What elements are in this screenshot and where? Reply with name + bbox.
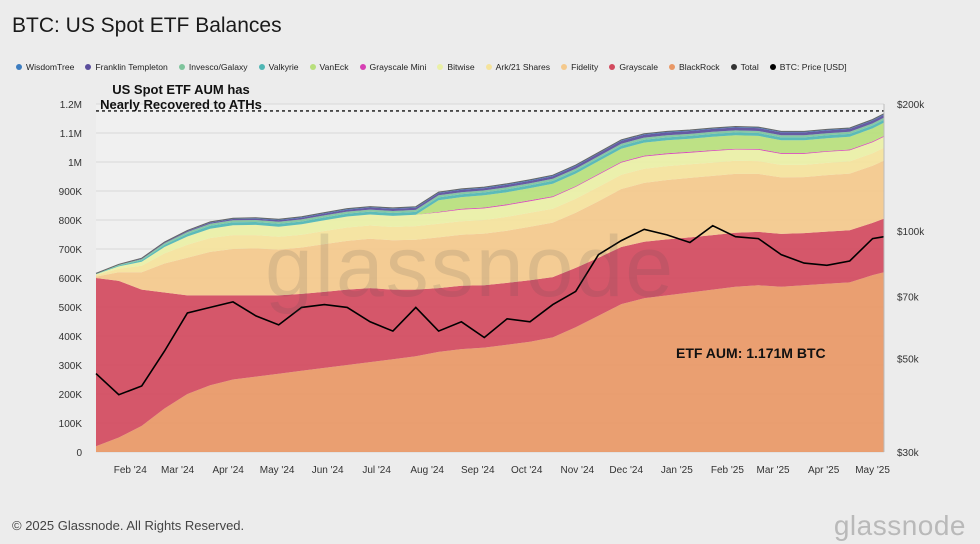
legend-dot-icon [16, 64, 22, 70]
legend-item[interactable]: Invesco/Galaxy [178, 62, 248, 72]
legend-dot-icon [485, 64, 492, 70]
x-tick-label: Jul '24 [362, 465, 391, 476]
x-tick-label: Apr '25 [808, 465, 840, 476]
ath-annotation-line2: Nearly Recovered to ATHs [100, 97, 262, 112]
x-tick-label: Mar '24 [161, 465, 194, 476]
legend-item[interactable]: Bitwise [437, 62, 475, 72]
legend-dot-icon [258, 64, 265, 70]
legend-dot-icon [309, 64, 316, 70]
aum-annotation: ETF AUM: 1.171M BTC [676, 345, 826, 361]
y-left-tick-label: 500K [59, 303, 83, 314]
legend-label: Grayscale [619, 62, 658, 72]
chart-title: BTC: US Spot ETF Balances [12, 14, 282, 37]
y-left-tick-label: 1.1M [60, 129, 82, 140]
legend-dot-icon [769, 64, 776, 70]
y-left-tick-label: 600K [59, 274, 83, 285]
legend-label: Invesco/Galaxy [188, 62, 248, 72]
legend-dot-icon [85, 64, 92, 70]
y-left-tick-label: 400K [59, 332, 83, 343]
x-tick-label: Jan '25 [661, 465, 693, 476]
legend-dot-icon [437, 64, 444, 70]
chart-legend: WisdomTree Franklin Templeton Invesco/Gala… [16, 62, 970, 72]
ath-annotation-line1: US Spot ETF AUM has [112, 82, 250, 97]
y-left-tick-label: 700K [59, 245, 83, 256]
y-right-tick-label: $50k [897, 354, 920, 365]
y-left-tick-label: 1M [68, 158, 82, 169]
y-left-tick-label: 900K [59, 187, 83, 198]
x-tick-label: Feb '25 [711, 465, 744, 476]
legend-label: Bitwise [447, 62, 475, 72]
x-tick-label: Apr '24 [212, 465, 244, 476]
legend-item[interactable]: BTC: Price [USD] [769, 62, 847, 72]
legend-item[interactable]: WisdomTree [16, 62, 74, 72]
legend-item[interactable]: Grayscale Mini [359, 62, 427, 72]
legend-dot-icon [561, 64, 568, 70]
x-tick-label: Mar '25 [757, 465, 790, 476]
x-tick-label: May '25 [855, 465, 890, 476]
legend-item[interactable]: Total [730, 62, 759, 72]
area-ark-21-shares [96, 147, 884, 277]
area-fidelity [96, 160, 884, 296]
legend-label: BlackRock [679, 62, 720, 72]
brand-logo[interactable]: glassnode [833, 510, 966, 541]
x-tick-label: Jun '24 [312, 465, 344, 476]
y-right-tick-label: $30k [897, 448, 920, 459]
legend-dot-icon [669, 64, 675, 70]
y-left-tick-label: 0 [76, 448, 82, 459]
y-left-tick-label: 100K [59, 419, 83, 430]
y-left-tick-label: 800K [59, 216, 83, 227]
y-right-tick-label: $100k [897, 227, 925, 238]
legend-label: Grayscale Mini [369, 62, 427, 72]
legend-item[interactable]: Franklin Templeton [85, 62, 168, 72]
legend-label: Valkyrie [268, 62, 299, 72]
legend-item[interactable]: Valkyrie [258, 62, 299, 72]
x-tick-label: Dec '24 [609, 465, 643, 476]
legend-label: Ark/21 Shares [495, 62, 551, 72]
legend-item[interactable]: Ark/21 Shares [485, 62, 551, 72]
legend-dot-icon [178, 64, 185, 70]
legend-label: VanEck [319, 62, 349, 72]
x-tick-label: Oct '24 [511, 465, 543, 476]
x-tick-label: May '24 [260, 465, 295, 476]
y-left-tick-label: 200K [59, 390, 83, 401]
legend-label: WisdomTree [26, 62, 75, 72]
legend-label: BTC: Price [USD] [779, 62, 847, 72]
legend-label: Franklin Templeton [95, 62, 168, 72]
total-line [95, 113, 885, 274]
legend-label: Total [740, 62, 759, 72]
area-blackrock [96, 272, 884, 452]
y-left-tick-label: 300K [59, 361, 83, 372]
legend-dot-icon [730, 64, 737, 70]
ath-annotation: US Spot ETF AUM has Nearly Recovered to … [96, 82, 266, 112]
btc-price-line [95, 224, 885, 396]
copyright-text: © 2025 Glassnode. All Rights Reserved. [12, 518, 245, 533]
x-tick-label: Feb '24 [114, 465, 147, 476]
y-left-tick-label: 1.2M [60, 100, 82, 111]
legend-label: Fidelity [571, 62, 599, 72]
y-right-tick-label: $200k [897, 100, 925, 111]
legend-dot-icon [359, 64, 366, 70]
x-tick-label: Aug '24 [410, 465, 444, 476]
legend-item[interactable]: BlackRock [669, 62, 720, 72]
y-right-tick-label: $70k [897, 293, 920, 304]
area-vaneck [96, 122, 884, 275]
x-tick-label: Sep '24 [461, 465, 495, 476]
legend-dot-icon [609, 64, 616, 70]
legend-item[interactable]: Fidelity [561, 62, 598, 72]
legend-item[interactable]: VanEck [309, 62, 349, 72]
legend-item[interactable]: Grayscale [609, 62, 658, 72]
x-tick-label: Nov '24 [560, 465, 594, 476]
